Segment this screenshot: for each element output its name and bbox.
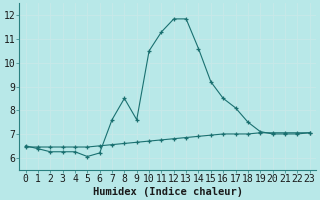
X-axis label: Humidex (Indice chaleur): Humidex (Indice chaleur): [92, 186, 243, 197]
